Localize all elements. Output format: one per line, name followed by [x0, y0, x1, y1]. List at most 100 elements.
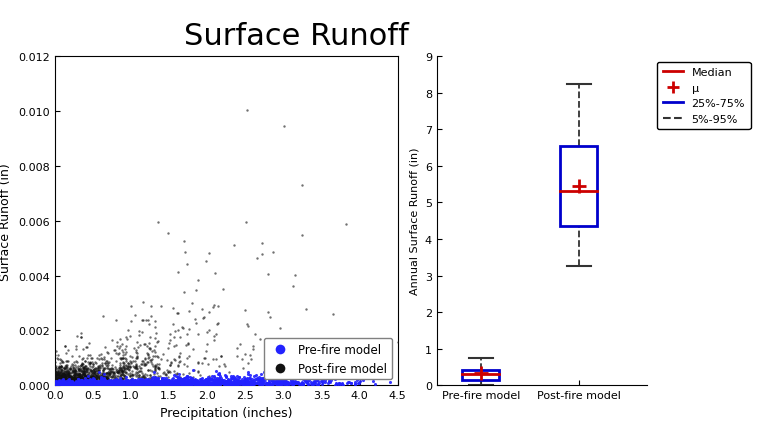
Post-fire model [94, 377, 106, 384]
Post-fire model [69, 381, 82, 388]
Post-fire model [166, 321, 179, 328]
Pre-fire model [281, 380, 293, 387]
Post-fire model [50, 376, 62, 383]
Post-fire model [87, 374, 99, 381]
Post-fire model [61, 372, 73, 379]
Post-fire model [58, 375, 70, 382]
Post-fire model [113, 364, 126, 371]
Post-fire model [85, 375, 98, 382]
Pre-fire model [206, 376, 218, 383]
Pre-fire model [317, 374, 330, 381]
Post-fire model [122, 327, 134, 334]
Pre-fire model [77, 381, 90, 388]
Post-fire model [241, 107, 254, 114]
Post-fire model [54, 368, 66, 375]
Pre-fire model [115, 381, 127, 389]
Pre-fire model [73, 381, 85, 388]
Pre-fire model [144, 381, 157, 388]
Post-fire model [77, 379, 90, 386]
Post-fire model [94, 374, 106, 381]
Post-fire model [136, 369, 148, 376]
Pre-fire model [51, 380, 63, 387]
Post-fire model [115, 367, 128, 374]
Post-fire model [68, 374, 80, 381]
Post-fire model [62, 377, 74, 384]
Pre-fire model [275, 377, 287, 384]
Pre-fire model [186, 377, 198, 384]
Pre-fire model [337, 369, 349, 376]
Post-fire model [70, 346, 83, 353]
Pre-fire model [292, 369, 305, 376]
Post-fire model [172, 310, 184, 317]
Post-fire model [74, 379, 87, 386]
Post-fire model [54, 369, 66, 376]
Pre-fire model [225, 379, 238, 386]
Pre-fire model [215, 379, 228, 386]
Post-fire model [151, 369, 163, 376]
Post-fire model [51, 377, 64, 384]
Post-fire model [135, 373, 147, 380]
Post-fire model [60, 380, 73, 387]
Pre-fire model [114, 379, 126, 386]
Pre-fire model [120, 381, 133, 388]
Post-fire model [114, 364, 126, 371]
Pre-fire model [154, 380, 166, 387]
Pre-fire model [191, 381, 204, 388]
Post-fire model [127, 364, 140, 371]
Post-fire model [65, 377, 77, 384]
Pre-fire model [240, 377, 253, 384]
Pre-fire model [213, 378, 225, 385]
Post-fire model [196, 306, 208, 313]
Post-fire model [48, 371, 61, 378]
Post-fire model [55, 365, 67, 372]
Post-fire model [112, 366, 125, 373]
Pre-fire model [194, 380, 207, 387]
Post-fire model [55, 380, 68, 387]
Post-fire model [49, 371, 62, 378]
Post-fire model [53, 381, 66, 388]
Post-fire model [58, 381, 70, 389]
Pre-fire model [129, 377, 141, 384]
Post-fire model [139, 374, 151, 381]
Pre-fire model [176, 379, 188, 386]
Pre-fire model [129, 381, 141, 388]
Pre-fire model [129, 379, 142, 386]
Post-fire model [57, 378, 69, 385]
Pre-fire model [153, 379, 165, 386]
Pre-fire model [142, 378, 154, 385]
Post-fire model [94, 374, 107, 381]
Post-fire model [88, 374, 101, 381]
Post-fire model [101, 375, 113, 382]
Pre-fire model [128, 381, 140, 388]
Pre-fire model [124, 380, 136, 387]
Post-fire model [101, 376, 114, 383]
Post-fire model [87, 366, 99, 373]
Pre-fire model [72, 381, 84, 388]
Pre-fire model [122, 380, 134, 387]
Pre-fire model [161, 381, 174, 388]
Pre-fire model [83, 379, 96, 386]
Pre-fire model [224, 381, 236, 388]
Post-fire model [83, 378, 96, 385]
Post-fire model [55, 380, 68, 387]
Pre-fire model [179, 374, 191, 381]
Post-fire model [118, 360, 130, 367]
Post-fire model [158, 368, 170, 375]
Post-fire model [115, 372, 127, 379]
Pre-fire model [261, 374, 273, 381]
Post-fire model [101, 375, 114, 382]
Pre-fire model [122, 380, 134, 387]
Post-fire model [53, 377, 66, 384]
Post-fire model [87, 382, 100, 389]
Post-fire model [168, 355, 180, 362]
Post-fire model [148, 353, 161, 360]
Pre-fire model [82, 379, 94, 386]
Pre-fire model [290, 379, 303, 386]
Pre-fire model [140, 379, 152, 386]
Post-fire model [63, 365, 76, 372]
Pre-fire model [201, 376, 214, 383]
Pre-fire model [141, 378, 154, 385]
Pre-fire model [108, 381, 121, 389]
Pre-fire model [200, 380, 212, 387]
Pre-fire model [172, 379, 184, 386]
